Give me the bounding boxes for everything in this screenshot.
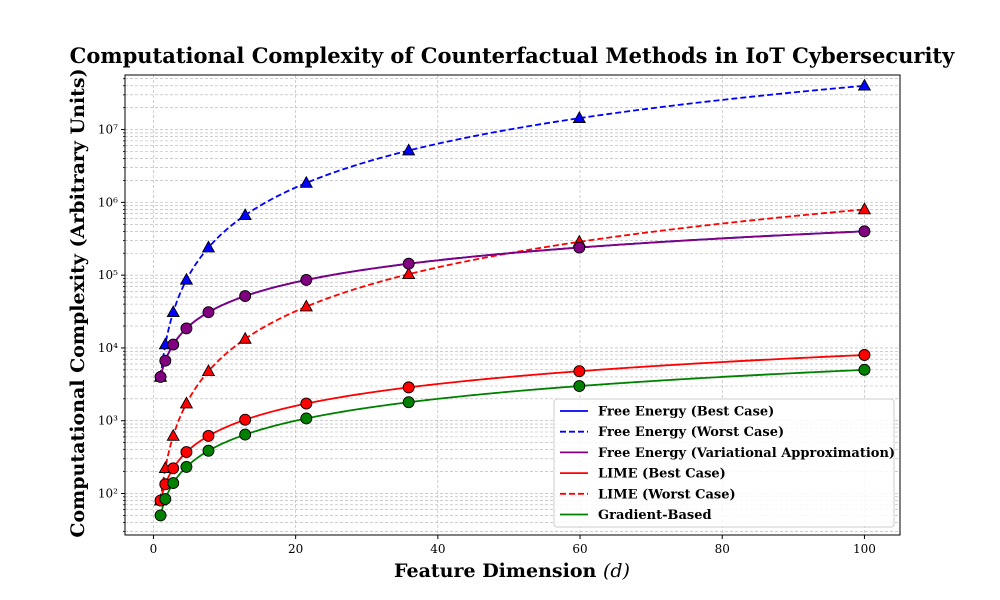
data-point-triangle <box>179 272 194 285</box>
y-tick-label: 10³ <box>98 414 118 428</box>
data-point-triangle <box>402 143 416 156</box>
data-point-circle <box>239 290 252 303</box>
data-point-triangle <box>238 331 252 344</box>
plot-frame <box>124 74 901 536</box>
legend-label: LIME (Worst Case) <box>598 487 736 502</box>
data-point-triangle <box>179 396 194 409</box>
data-point-triangle <box>201 364 216 376</box>
data-point-circle <box>402 381 415 394</box>
data-point-triangle <box>857 78 872 91</box>
data-point-circle <box>154 509 167 522</box>
data-point-circle <box>154 370 167 383</box>
x-tick-label: 80 <box>715 542 730 556</box>
data-point-circle <box>159 354 172 367</box>
data-point-triangle <box>238 208 252 221</box>
x-axis-symbol: (d) <box>603 560 630 582</box>
x-tick-label: 0 <box>150 542 158 556</box>
chart-title: Computational Complexity of Counterfactu… <box>70 43 955 68</box>
series-line-1 <box>159 84 865 378</box>
x-tick-label: 60 <box>572 542 587 556</box>
data-point-circle <box>858 363 871 376</box>
data-point-circle <box>180 446 193 459</box>
legend-label: Gradient-Based <box>598 508 712 523</box>
data-point-circle <box>202 429 215 442</box>
x-axis-title: Feature Dimension (d) <box>394 560 630 582</box>
data-point-circle <box>858 349 871 361</box>
series-line-5 <box>159 368 865 516</box>
legend-label: Free Energy (Worst Case) <box>598 425 784 440</box>
x-tick-label: 20 <box>288 542 303 556</box>
data-point-circle <box>167 462 180 475</box>
data-point-circle <box>858 225 871 238</box>
x-tick-label: 40 <box>430 542 445 556</box>
data-point-circle <box>202 306 215 319</box>
legend-label: LIME (Best Case) <box>598 467 726 482</box>
data-point-circle <box>239 428 252 441</box>
data-point-circle <box>300 412 313 425</box>
x-axis-title-text: Feature Dimension <box>394 560 596 582</box>
data-point-circle <box>300 273 313 286</box>
data-point-circle <box>180 322 193 335</box>
y-axis-ticks: 10² 10³ 10⁴ 10⁵ 10⁶ 10⁷ <box>98 78 125 532</box>
data-point-circle <box>180 460 193 473</box>
data-point-circle <box>573 365 586 378</box>
data-point-circle <box>402 396 415 409</box>
data-point-circle <box>202 444 215 457</box>
series-line-3 <box>159 354 865 501</box>
data-point-triangle <box>201 240 216 253</box>
legend-label: Free Energy (Best Case) <box>598 405 774 420</box>
legend: Free Energy (Best Case) Free Energy (Wors… <box>553 398 895 528</box>
y-tick-label: 10⁷ <box>98 123 118 137</box>
data-point-triangle <box>166 428 180 441</box>
x-axis-ticks: 0 20 40 60 80 100 <box>150 535 876 556</box>
data-point-circle <box>402 257 415 270</box>
series-line-2 <box>159 230 865 378</box>
data-point-circle <box>159 493 172 505</box>
data-point-triangle <box>402 267 416 279</box>
data-point-circle <box>239 413 252 426</box>
y-tick-label: 10⁵ <box>98 268 118 282</box>
data-point-circle <box>573 380 586 393</box>
y-tick-label: 10⁴ <box>98 341 118 355</box>
data-point-triangle <box>166 305 180 318</box>
y-tick-label: 10⁶ <box>98 195 118 209</box>
data-point-triangle <box>299 175 313 188</box>
series-markers <box>153 78 872 522</box>
data-point-circle <box>300 397 313 410</box>
legend-box <box>553 398 895 528</box>
data-point-circle <box>167 338 180 351</box>
data-point-triangle <box>857 202 872 215</box>
x-tick-label: 100 <box>853 542 876 556</box>
y-tick-label: 10² <box>98 487 118 501</box>
data-point-circle <box>573 241 586 254</box>
data-point-circle <box>167 477 180 490</box>
data-point-triangle <box>299 299 313 312</box>
series-lines <box>159 84 865 516</box>
y-axis-title: Computational Complexity (Arbitrary Unit… <box>67 68 89 537</box>
data-point-triangle <box>572 111 586 123</box>
legend-label: Free Energy (Variational Approximation) <box>598 446 895 461</box>
